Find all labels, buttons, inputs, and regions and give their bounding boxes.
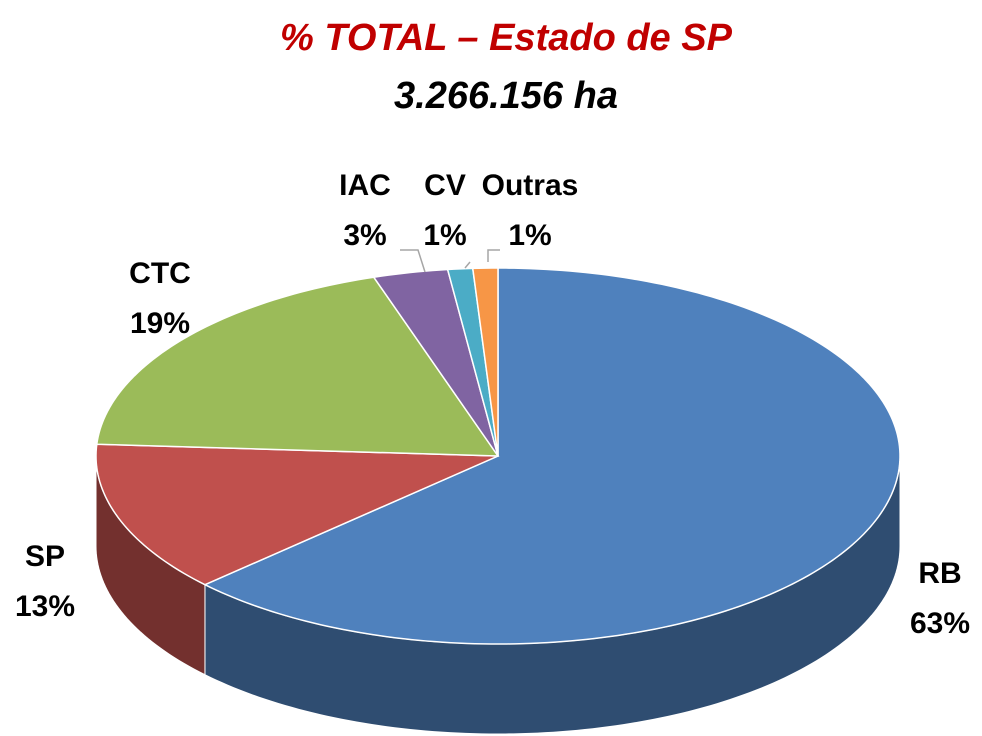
slice-value-label: 1% <box>423 219 466 252</box>
tops <box>95 267 901 645</box>
slice-label: CTC <box>129 257 191 290</box>
slice-label: IAC <box>339 169 391 202</box>
slice <box>471 267 499 457</box>
labels: RB 63% SP 13% CTC 19% IAC 3% CV 1% Outras 1% <box>15 169 970 640</box>
slice-label: RB <box>918 557 961 590</box>
slice-label: CV <box>424 169 466 202</box>
chart-subtitle: 3.266.156 ha <box>394 75 618 117</box>
leader-line <box>487 249 500 262</box>
slice-label: SP <box>25 540 65 573</box>
slice <box>372 268 499 457</box>
leader-line <box>400 249 426 273</box>
leader-line <box>464 261 471 269</box>
slice-value-label: 13% <box>15 590 75 623</box>
slice-value-label: 63% <box>910 607 970 640</box>
slice-label: Outras <box>482 169 579 202</box>
slice-value-label: 3% <box>343 219 386 252</box>
slice <box>95 443 499 586</box>
slice <box>203 267 901 645</box>
slice-value-label: 1% <box>508 219 551 252</box>
slice <box>95 276 500 457</box>
chart-title: % TOTAL – Estado de SP <box>280 17 733 59</box>
slice-value-label: 19% <box>130 307 190 340</box>
